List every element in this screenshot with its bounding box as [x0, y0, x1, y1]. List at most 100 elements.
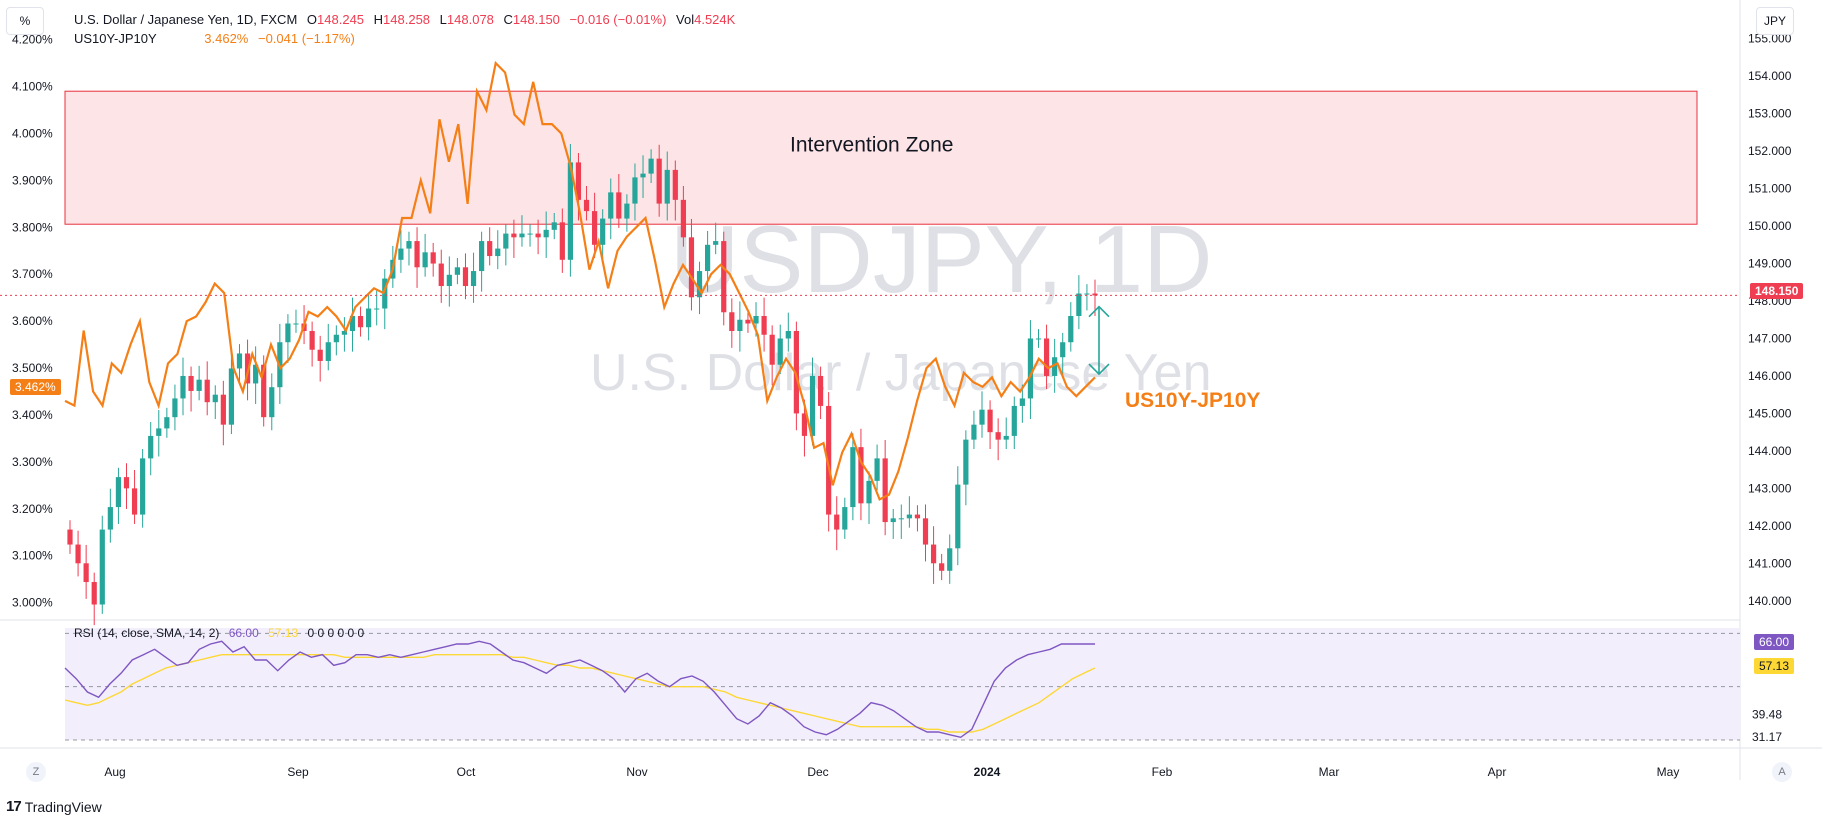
time-tick-label: Aug — [104, 765, 125, 779]
rsi-sma-line — [64, 654, 1096, 733]
rsi-extra: 0 0 0 0 0 0 — [307, 626, 365, 640]
rsi-label[interactable]: RSI (14, close, SMA, 14, 2) — [74, 626, 220, 640]
price-tick-label: 141.000 — [1748, 556, 1792, 570]
brand-text: TradingView — [24, 798, 102, 815]
time-tick-label: 2024 — [974, 765, 1001, 779]
candle-body — [890, 518, 896, 523]
candle-body — [341, 330, 348, 335]
candle-body — [963, 439, 969, 485]
spread-tick-label: 3.900% — [12, 173, 53, 187]
candle-body — [745, 319, 751, 324]
candle-body — [858, 447, 864, 504]
close-label: C — [503, 12, 513, 27]
candle-body — [761, 316, 767, 335]
spread-last-tag: 3.462% — [10, 379, 61, 395]
candle-body — [357, 316, 364, 328]
spread-tick-label: 3.200% — [12, 502, 53, 516]
candle-body — [503, 233, 509, 249]
percent-scale-button[interactable]: % — [6, 7, 44, 35]
price-tick-label: 142.000 — [1748, 519, 1792, 533]
candle-body — [842, 507, 848, 530]
spread-tick-label: 3.800% — [12, 220, 53, 234]
spread-tick-label: 4.000% — [12, 127, 53, 141]
main-legend: U.S. Dollar / Japanese Yen, 1D, FXCM O14… — [74, 12, 741, 27]
rsi-tick-label: 39.48 — [1752, 708, 1782, 722]
candle-body — [882, 458, 888, 523]
price-tick-label: 152.000 — [1748, 144, 1792, 158]
zoom-reset-button[interactable]: Z — [26, 762, 46, 782]
rsi-line — [64, 640, 1095, 739]
spread-series-label: US10Y-JP10Y — [1125, 389, 1260, 412]
candle-body — [874, 458, 880, 481]
watermark-symbol: USDJPY, 1D — [670, 206, 1212, 313]
time-tick-label: Sep — [287, 765, 309, 779]
candle-body — [987, 409, 993, 433]
candle-body — [939, 563, 945, 571]
candle-body — [979, 409, 985, 425]
auto-scale-button[interactable]: A — [1772, 762, 1792, 782]
candle-body — [866, 480, 872, 504]
candle-body — [809, 375, 816, 436]
candle-body — [567, 162, 573, 260]
spread-tick-label: 3.500% — [12, 361, 53, 375]
candle-body — [930, 544, 937, 564]
candle-body — [785, 330, 791, 339]
candle-body — [801, 413, 808, 436]
candle-body — [535, 233, 541, 238]
candle-body — [454, 267, 461, 275]
candle-body — [349, 316, 356, 331]
spread-tick-label: 4.200% — [12, 33, 53, 47]
price-tick-label: 151.000 — [1748, 182, 1792, 196]
rsi-tick-label: 31.17 — [1752, 730, 1782, 744]
candle-body — [123, 477, 130, 489]
open-label: O — [306, 12, 318, 27]
spread-name[interactable]: US10Y-JP10Y — [74, 31, 157, 46]
candle-body — [382, 278, 388, 309]
candle-body — [648, 158, 654, 174]
candle-body — [1043, 338, 1050, 376]
candle-body — [898, 518, 904, 520]
candle-body — [1092, 293, 1098, 296]
time-tick-label: Nov — [626, 765, 647, 779]
candle-body — [955, 484, 961, 549]
candle-body — [664, 169, 670, 204]
candle-body — [479, 241, 485, 272]
arrow-head-down — [1088, 363, 1110, 376]
candle-body — [406, 241, 412, 249]
candle-body — [462, 267, 469, 287]
candle-body — [559, 222, 565, 260]
candle-body — [1084, 293, 1090, 295]
price-tick-label: 155.000 — [1748, 32, 1792, 46]
time-axis[interactable]: Aug Sep Oct Nov Dec 2024 Feb Mar Apr May — [104, 765, 1679, 779]
candle-body — [753, 316, 759, 324]
candle-body — [850, 447, 856, 508]
candle-body — [632, 177, 638, 204]
spread-value: 3.462% — [204, 31, 249, 46]
price-tick-label: 145.000 — [1748, 406, 1792, 420]
rsi-band — [65, 628, 1740, 740]
candle-body — [511, 233, 517, 238]
spread-axis[interactable]: 4.200% 4.100% 4.000% 3.900% 3.800% 3.700% 3.60… — [12, 33, 53, 610]
candle-body — [495, 248, 501, 257]
candle-body — [1076, 293, 1082, 317]
price-tick-label: 154.000 — [1748, 69, 1792, 83]
rsi-legend: RSI (14, close, SMA, 14, 2) 66.00 57.13 … — [74, 626, 370, 640]
symbol-title[interactable]: U.S. Dollar / Japanese Yen, 1D, FXCM — [74, 12, 298, 27]
price-tick-label: 144.000 — [1748, 444, 1792, 458]
footer-brand[interactable]: 17 TradingView — [6, 798, 102, 815]
rsi-value: 66.00 — [228, 626, 259, 640]
price-axis[interactable]: 155.000 154.000 153.000 152.000 151.000 150.0… — [1748, 32, 1792, 608]
candle-body — [148, 435, 154, 459]
candle-body — [640, 173, 646, 178]
spread-tick-label: 4.100% — [12, 80, 53, 94]
candle-body — [414, 241, 420, 268]
candle-body — [75, 544, 81, 564]
candle-body — [374, 308, 380, 310]
candle-body — [543, 229, 549, 238]
candle-body — [156, 428, 162, 436]
candle-body — [398, 248, 404, 260]
spread-change: −0.041 (−1.17%) — [257, 31, 355, 46]
candle-body — [519, 233, 525, 238]
currency-button[interactable]: JPY — [1756, 7, 1794, 35]
